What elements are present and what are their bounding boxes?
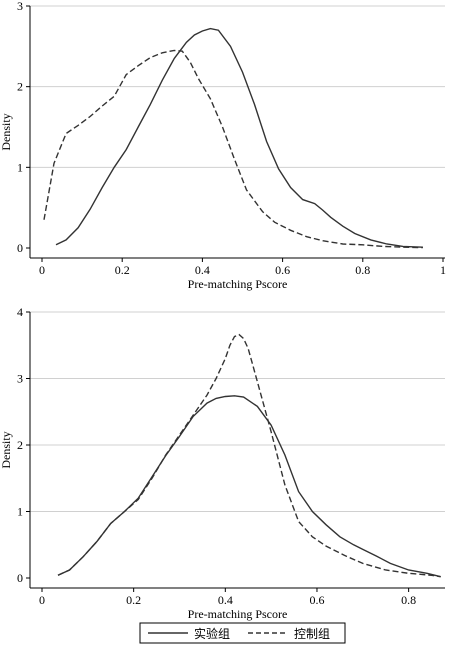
x-tick-label: 0.4 — [218, 593, 233, 607]
y-axis-title: Density — [0, 431, 13, 468]
x-tick-label: 1 — [440, 263, 446, 277]
density-chart-top: 0 1 2 3 0 0.2 0.4 0.6 0.8 1 Pre-matching Pscore Den… — [0, 0, 446, 291]
legend-box — [139, 622, 346, 644]
legend: 实验组 控制组 — [139, 622, 346, 644]
density-chart-bottom: 0 1 2 3 4 0 0.2 0.4 0.6 0.8 Pre-matching Pscore Den… — [0, 305, 445, 621]
x-tick-label: 0 — [39, 263, 45, 277]
y-tick-label: 2 — [17, 438, 23, 452]
legend-label-control: 控制组 — [294, 627, 330, 641]
y-tick-label: 4 — [17, 305, 23, 319]
x-tick-label: 0.2 — [115, 263, 130, 277]
series-line-treatment — [55, 27, 423, 248]
x-tick-label: 0.6 — [309, 593, 324, 607]
series-line-control — [57, 333, 441, 578]
y-tick-label: 3 — [17, 0, 23, 13]
x-axis-title: Pre-matching Pscore — [188, 277, 288, 291]
x-tick-label: 0.8 — [401, 593, 416, 607]
x-tick-label: 0.8 — [355, 263, 370, 277]
y-tick-label: 0 — [17, 571, 23, 585]
x-tick-label: 0.2 — [126, 593, 141, 607]
series-line-control — [43, 49, 423, 249]
y-tick-label: 0 — [17, 241, 23, 255]
y-tick-label: 1 — [17, 160, 23, 174]
x-tick-label: 0 — [39, 593, 45, 607]
legend-label-treatment: 实验组 — [194, 626, 230, 641]
x-tick-label: 0.6 — [275, 263, 290, 277]
y-tick-label: 3 — [17, 372, 23, 386]
series-line-treatment — [57, 395, 441, 578]
y-tick-label: 1 — [17, 505, 23, 519]
y-axis-title: Density — [0, 113, 13, 150]
y-tick-label: 2 — [17, 80, 23, 94]
x-tick-label: 0.4 — [195, 263, 210, 277]
x-axis-title: Pre-matching Pscore — [188, 607, 288, 621]
